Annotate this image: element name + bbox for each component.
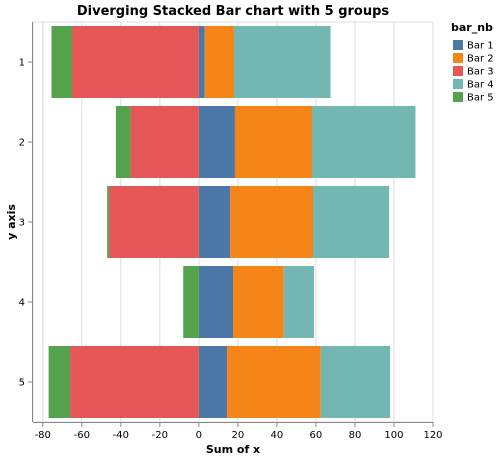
legend-swatch: [453, 92, 463, 102]
bar-bar-1-group-4: [198, 266, 233, 338]
legend-swatch: [453, 66, 463, 76]
y-tick-label: 4: [19, 298, 25, 309]
legend-label: Bar 4: [467, 80, 494, 91]
x-tick-label: -80: [35, 430, 51, 441]
bar-bar-3-group-3: [109, 186, 199, 258]
bars: [48, 26, 416, 418]
legend-swatch: [453, 40, 463, 50]
bar-bar-5-group-1: [51, 26, 73, 98]
y-tick-label: 5: [19, 378, 25, 389]
bar-bar-3-group-2: [130, 106, 199, 178]
bar-bar-2-group-2: [234, 106, 313, 178]
x-tick-label: -60: [74, 430, 90, 441]
x-tick-label: 80: [349, 430, 362, 441]
bar-bar-1-group-5: [198, 346, 228, 418]
axes: -80 -60 -40 -20 0 20 40 60 80 100 120 1 2 3 4 5: [19, 22, 443, 441]
legend-label: Bar 5: [467, 93, 494, 104]
bar-bar-2-group-3: [230, 186, 313, 258]
x-tick-label: 40: [271, 430, 284, 441]
legend-label: Bar 1: [467, 41, 494, 52]
x-tick-label: 20: [232, 430, 245, 441]
bar-bar-2-group-1: [204, 26, 234, 98]
legend-title: bar_nb: [451, 21, 493, 34]
bar-bar-3-group-5: [70, 346, 199, 418]
legend-swatch: [453, 79, 463, 89]
bar-bar-2-group-4: [233, 266, 284, 338]
x-tick-label: 120: [423, 430, 442, 441]
x-tick-label: 60: [310, 430, 323, 441]
bar-bar-2-group-5: [227, 346, 321, 418]
bar-bar-1-group-3: [198, 186, 231, 258]
bar-bar-3-group-1: [72, 26, 199, 98]
x-tick-label: 100: [384, 430, 403, 441]
bar-bar-5-group-5: [48, 346, 71, 418]
bar-bar-4-group-4: [283, 266, 314, 338]
y-axis-title: y axis: [5, 204, 18, 240]
bar-bar-4-group-5: [320, 346, 391, 418]
legend-swatch: [453, 53, 463, 63]
legend: bar_nb Bar 1 Bar 2 Bar 3 Bar 4 Bar 5: [451, 21, 494, 104]
bar-bar-1-group-1: [198, 26, 205, 98]
y-tick-label: 1: [19, 58, 25, 69]
bar-bar-4-group-1: [233, 26, 331, 98]
bar-bar-5-group-3: [107, 186, 110, 258]
x-tick-label: -20: [152, 430, 168, 441]
bar-bar-5-group-4: [183, 266, 199, 338]
x-tick-label: 0: [196, 430, 202, 441]
y-tick-label: 2: [19, 138, 25, 149]
bar-bar-1-group-2: [198, 106, 235, 178]
legend-label: Bar 3: [467, 67, 494, 78]
y-tick-label: 3: [19, 218, 25, 229]
bar-bar-5-group-2: [115, 106, 131, 178]
bar-bar-4-group-3: [313, 186, 390, 258]
legend-label: Bar 2: [467, 54, 494, 65]
chart-title: Diverging Stacked Bar chart with 5 group…: [77, 4, 390, 19]
x-tick-label: -40: [113, 430, 129, 441]
x-axis-title: Sum of x: [206, 443, 260, 456]
bar-bar-4-group-2: [312, 106, 416, 178]
